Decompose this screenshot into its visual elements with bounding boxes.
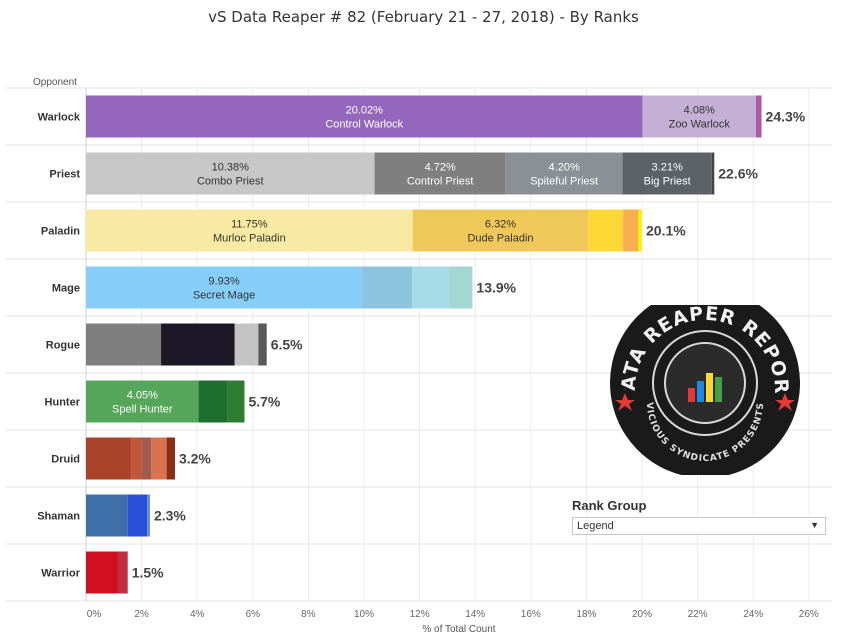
x-tick-label: 24%: [743, 609, 763, 620]
archetype-label: Big Priest: [644, 176, 691, 188]
data-label: 3.21%: [652, 162, 683, 174]
data-label: 4.05%: [127, 390, 158, 402]
x-tick-label: 4%: [190, 609, 205, 620]
bar-segment[interactable]: [127, 494, 148, 537]
bar-segment[interactable]: [86, 380, 199, 423]
bar-segment[interactable]: [86, 494, 128, 537]
x-tick-label: 12%: [410, 609, 430, 620]
category-label: Paladin: [41, 226, 80, 238]
data-label: 9.93%: [208, 276, 239, 288]
data-label: 10.38%: [212, 162, 250, 174]
category-label: Shaman: [37, 511, 80, 523]
rank-group-selected: Legend: [577, 520, 614, 532]
bar-segment[interactable]: [166, 437, 175, 480]
bar-segment[interactable]: [374, 152, 506, 195]
total-label: 5.7%: [248, 394, 280, 410]
bar-segment[interactable]: [161, 323, 235, 366]
data-reaper-logo: DATA REAPER REPORT VICIOUS SYNDICATE PRE…: [605, 305, 800, 475]
x-tick-label: 10%: [354, 609, 374, 620]
x-tick-label: 22%: [688, 609, 708, 620]
bar-segment[interactable]: [258, 323, 267, 366]
bar-segment[interactable]: [638, 209, 642, 252]
archetype-label: Spiteful Priest: [530, 176, 598, 188]
total-label: 24.3%: [766, 109, 806, 125]
bar-segment[interactable]: [151, 437, 167, 480]
total-label: 2.3%: [154, 508, 186, 524]
x-tick-label: 20%: [632, 609, 652, 620]
bar-segment[interactable]: [86, 323, 162, 366]
bar-segment[interactable]: [86, 95, 643, 138]
bar-segment[interactable]: [449, 266, 473, 309]
archetype-label: Zoo Warlock: [669, 119, 731, 131]
data-label: 6.32%: [485, 219, 516, 231]
bar-segment[interactable]: [86, 266, 363, 309]
star-icon: [775, 393, 795, 411]
data-label: 11.75%: [231, 219, 268, 231]
bar-segment[interactable]: [227, 380, 245, 423]
x-tick-label: 26%: [799, 609, 819, 620]
category-label: Rogue: [46, 340, 80, 352]
archetype-label: Control Warlock: [325, 119, 403, 131]
archetype-label: Spell Hunter: [112, 404, 173, 416]
bar-segment[interactable]: [130, 437, 142, 480]
data-label: 4.72%: [425, 162, 456, 174]
data-label: 4.20%: [549, 162, 580, 174]
archetype-label: Combo Priest: [197, 176, 264, 188]
bar-segment[interactable]: [86, 437, 131, 480]
bar-segment[interactable]: [755, 95, 762, 138]
category-label: Warrior: [41, 568, 80, 580]
bar-segment[interactable]: [412, 209, 589, 252]
bar-segment[interactable]: [505, 152, 623, 195]
category-label: Mage: [52, 283, 80, 295]
bar-segment[interactable]: [117, 551, 128, 594]
bar-segment[interactable]: [86, 152, 375, 195]
bar-segment[interactable]: [234, 323, 259, 366]
x-tick-label: 0%: [87, 609, 102, 620]
bar-segment[interactable]: [412, 266, 450, 309]
x-tick-label: 18%: [576, 609, 596, 620]
x-tick-label: 14%: [465, 609, 485, 620]
bar-segment[interactable]: [141, 437, 152, 480]
bar-segment[interactable]: [147, 494, 150, 537]
bar-segment[interactable]: [623, 209, 639, 252]
bar-segment[interactable]: [711, 152, 715, 195]
x-tick-label: 6%: [246, 609, 261, 620]
bar-segment[interactable]: [86, 209, 413, 252]
chevron-down-icon: ▼: [810, 520, 819, 530]
star-icon: [615, 393, 635, 411]
x-tick-label: 16%: [521, 609, 541, 620]
chart-title: vS Data Reaper # 82 (February 21 - 27, 2…: [208, 8, 639, 26]
rank-group-title: Rank Group: [572, 498, 647, 513]
category-label: Hunter: [45, 397, 81, 409]
rank-group-dropdown[interactable]: Legend ▼: [572, 517, 826, 535]
archetype-label: Dude Paladin: [467, 233, 533, 245]
data-label: 4.08%: [684, 105, 715, 117]
bar-segment[interactable]: [588, 209, 624, 252]
bar-segment[interactable]: [642, 95, 756, 138]
bar-graph-icon: [688, 373, 722, 402]
category-label: Priest: [49, 169, 80, 181]
bar-segment[interactable]: [362, 266, 413, 309]
x-axis-title: % of Total Count: [422, 624, 495, 635]
total-label: 13.9%: [476, 280, 516, 296]
total-label: 1.5%: [132, 565, 164, 581]
bar-segment[interactable]: [86, 551, 118, 594]
category-label: Druid: [51, 454, 80, 466]
total-label: 22.6%: [718, 166, 758, 182]
archetype-label: Control Priest: [407, 176, 474, 188]
archetype-label: Secret Mage: [193, 290, 255, 302]
total-label: 3.2%: [179, 451, 211, 467]
archetype-label: Murloc Paladin: [213, 233, 286, 245]
total-label: 6.5%: [271, 337, 303, 353]
total-label: 20.1%: [646, 223, 686, 239]
x-tick-label: 2%: [134, 609, 149, 620]
bar-segment[interactable]: [198, 380, 228, 423]
data-label: 20.02%: [346, 105, 384, 117]
bar-segment[interactable]: [622, 152, 712, 195]
category-label: Warlock: [38, 112, 81, 124]
y-axis-title: Opponent: [33, 77, 77, 88]
x-tick-label: 8%: [301, 609, 316, 620]
